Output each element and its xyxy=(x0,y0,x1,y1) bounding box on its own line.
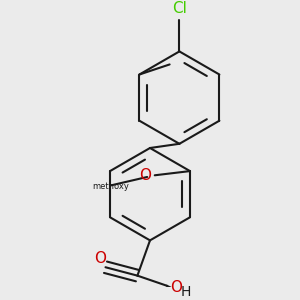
Text: O: O xyxy=(170,280,182,295)
Text: O: O xyxy=(140,168,152,183)
Text: Cl: Cl xyxy=(172,1,187,16)
Text: H: H xyxy=(180,285,190,299)
Text: methoxy: methoxy xyxy=(92,182,129,191)
Text: O: O xyxy=(94,250,106,266)
